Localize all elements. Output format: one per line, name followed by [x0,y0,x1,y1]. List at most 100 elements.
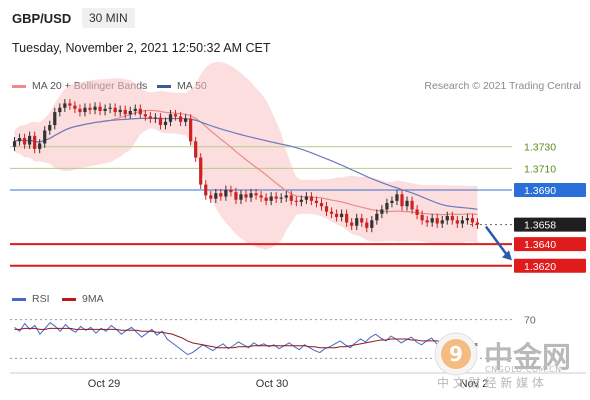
candle-body [475,222,480,225]
candle-body [314,200,319,203]
candle-body [43,130,47,144]
candle-body [133,108,137,111]
research-credit: Research © 2021 Trading Central [424,80,581,92]
candle-body [53,112,57,126]
candle-body [78,108,82,113]
candle-body [98,106,102,111]
candle-body [244,194,248,198]
candle-body [234,192,238,200]
candle-body [88,107,92,110]
svg-text:9: 9 [449,342,463,366]
candle-body [299,199,303,202]
candle-body [400,194,404,207]
candle-body [209,195,213,199]
candle-body [345,213,349,223]
candle-body [385,202,389,210]
candle-body [470,218,475,223]
candle-body [22,138,27,145]
level-lines-layer [10,146,512,267]
timeframe-button[interactable]: 30 MIN [82,8,135,28]
candle-body [68,103,72,106]
level-label: 1.3710 [524,163,556,175]
watermark-domain: CNGOLD.COM.CN [485,365,562,374]
legend-swatch [62,297,76,301]
candle-body [360,218,364,223]
candle-body [214,193,218,199]
candle-body [264,197,268,201]
candle-body [143,114,147,117]
candle-body [324,206,329,212]
candle-body [289,195,293,201]
legend-swatch [157,84,171,88]
candle-body [108,107,112,109]
candle-body [430,218,434,223]
candle-body [395,194,399,201]
candle-body [28,135,32,145]
candle-body [93,106,97,110]
candle-body [189,118,193,142]
candle-body [274,196,278,199]
candle-body [73,105,77,109]
candle-body [168,114,173,122]
legend-swatch [12,297,26,301]
candle-body [334,213,339,218]
candle-body [83,107,87,113]
candle-body [410,200,414,210]
candle-body [435,218,439,224]
candle-body [63,103,67,108]
candle-body [340,213,344,218]
bollinger-band [14,62,478,250]
level-badge [514,183,586,197]
candle-body [445,215,449,221]
datetime-label: Tuesday, November 2, 2021 12:50:32 AM CE… [12,41,271,55]
bollinger-band-layer [14,62,478,250]
rsi-level-label: 70 [524,315,536,327]
candle-body [229,190,233,193]
level-label: 1.3640 [524,239,556,251]
rsi-ma-line [14,327,478,349]
level-badge [514,217,586,232]
forecast-arrow-head [502,250,512,261]
candle-body [148,116,152,119]
moving-average-layer [14,109,478,216]
watermark-slogan: 中 文 财 经 新 媒 体 [437,376,544,390]
x-tick-label: Oct 29 [88,378,120,390]
legend-label: RSI [32,293,50,305]
candle-body [279,197,283,199]
candle-body [153,117,158,119]
level-label: 1.3620 [524,261,556,273]
candle-body [48,125,52,131]
candle-body [375,213,379,221]
candle-body [460,220,464,224]
candles-layer [12,99,480,233]
candle-body [12,141,17,147]
symbol-title: GBP/USD [12,11,72,26]
candle-body [254,193,258,196]
candle-body [199,157,203,185]
candle-body [194,141,198,158]
x-tick-label: Nov 2 [460,378,489,390]
forecast-arrow-shaft [484,225,510,258]
candle-body [249,193,253,198]
candle-body [365,222,369,228]
candle-body [420,214,424,221]
candle-body [415,209,419,215]
candle-body [380,209,384,214]
candle-body [370,220,374,228]
candle-body [163,121,168,126]
candle-body [329,211,334,214]
candle-body [118,109,122,113]
candle-body [355,218,359,226]
legend-9ma: 9MA [62,293,104,305]
level-label: 1.3658 [524,220,556,232]
candle-body [284,195,288,198]
candle-body [138,108,142,115]
candle-body [405,200,409,207]
legend-label: 9MA [82,293,104,305]
candle-body [173,114,178,117]
candle-body [465,218,470,221]
candle-body [38,143,42,149]
level-badge [514,237,586,252]
legend-swatch [12,84,26,88]
rsi-layer: 70 [10,315,536,359]
